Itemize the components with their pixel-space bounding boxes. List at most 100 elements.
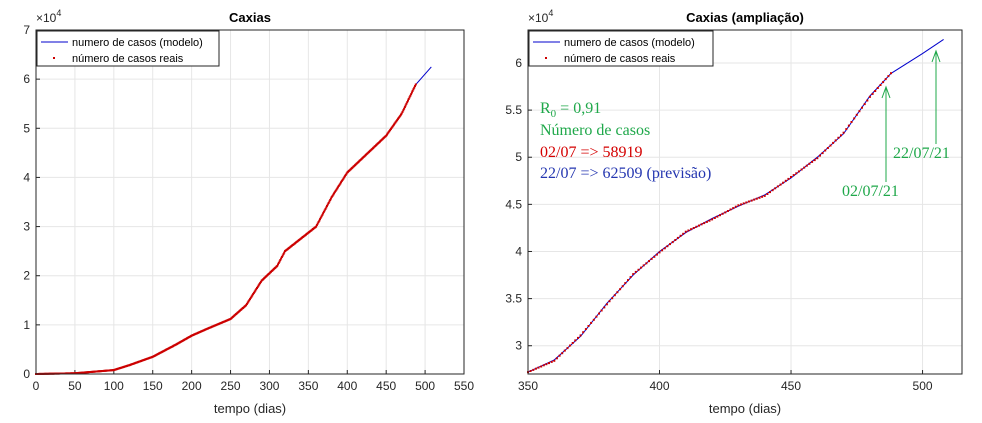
series-layer (35, 66, 432, 375)
y-tick-label: 4 (515, 244, 522, 258)
data-point (711, 218, 714, 221)
data-point (326, 203, 329, 206)
data-point (400, 112, 403, 115)
x-tick-label: 550 (454, 379, 474, 393)
data-point (276, 264, 279, 267)
data-point (245, 303, 248, 305)
data-point (259, 282, 262, 285)
data-point (776, 185, 779, 188)
plot-area (36, 30, 464, 374)
data-point (595, 315, 598, 318)
data-point (642, 264, 645, 267)
data-point (561, 352, 564, 355)
data-point (771, 189, 774, 192)
data-point (832, 141, 835, 144)
data-point (338, 183, 341, 186)
data-point (829, 144, 832, 147)
series-dots-reais (35, 83, 417, 375)
cases-label: Número de casos (540, 122, 650, 139)
series-dots-reais (527, 72, 892, 374)
legend-entry-modelo: numero de casos (modelo) (72, 37, 203, 49)
x-tick-label: 50 (68, 379, 82, 393)
data-point (692, 227, 695, 229)
data-point (318, 219, 321, 222)
data-point (842, 131, 845, 134)
data-point (874, 90, 877, 92)
data-point (392, 124, 395, 127)
data-point (582, 331, 585, 334)
data-point (277, 263, 279, 266)
x-tick-label: 350 (518, 379, 538, 393)
data-point (805, 164, 808, 167)
data-point (333, 191, 336, 194)
chart-title: Caxias (ampliação) (686, 10, 804, 25)
actual-cases-line: 02/07 => 58919 (540, 144, 643, 161)
data-point (251, 294, 254, 297)
x-tick-label: 150 (143, 379, 163, 393)
data-point (255, 288, 258, 291)
data-point (795, 172, 798, 175)
data-point (248, 299, 251, 302)
data-point (391, 125, 394, 128)
data-point (283, 251, 286, 254)
x-tick-label: 400 (337, 379, 357, 393)
data-point (393, 123, 395, 126)
data-point (317, 221, 320, 224)
data-point (634, 270, 637, 273)
y-tick-label: 4.5 (505, 197, 522, 211)
grid (527, 30, 962, 374)
data-point (797, 170, 800, 173)
data-point (871, 92, 874, 95)
y-tick-label: 6 (23, 72, 30, 86)
data-point (761, 195, 764, 198)
data-point (790, 176, 792, 178)
data-point (325, 206, 328, 209)
data-point (766, 193, 769, 195)
annotations: R0 = 0,91 Número de casos 02/07 => 58919… (540, 49, 950, 200)
y-tick-label: 2 (23, 269, 30, 283)
data-point (277, 261, 280, 264)
data-point (703, 222, 706, 225)
data-point (396, 119, 399, 122)
data-point (254, 289, 257, 292)
data-point (826, 147, 829, 149)
data-point (850, 121, 853, 123)
data-point (721, 212, 724, 215)
data-point (258, 283, 261, 286)
data-point (763, 194, 766, 197)
data-point (403, 106, 406, 109)
data-point (411, 89, 414, 92)
y-tick-label: 5 (23, 121, 30, 135)
arrow-0207-label: 02/07/21 (842, 183, 899, 200)
data-point (629, 276, 632, 279)
data-point (553, 359, 556, 362)
series-layer (527, 38, 944, 374)
data-point (624, 282, 627, 285)
r0-annotation: R0 = 0,91 (540, 100, 601, 120)
data-point (548, 362, 550, 365)
data-point (340, 180, 343, 183)
chart-title: Caxias (229, 10, 271, 25)
data-point (316, 222, 319, 225)
data-point (663, 247, 666, 250)
arrow-2207-label: 22/07/21 (893, 145, 950, 162)
axes-box (35, 29, 465, 375)
data-point (343, 176, 346, 179)
data-point (532, 368, 535, 371)
data-point (648, 260, 650, 263)
data-point (252, 293, 255, 296)
y-tick-labels: 0 1 2 3 4 5 6 7 (23, 23, 30, 381)
data-point (726, 210, 729, 212)
data-point (407, 98, 410, 100)
arrow-2207-head (931, 49, 941, 63)
data-point (750, 199, 753, 202)
data-point (396, 118, 399, 121)
data-point (627, 279, 629, 282)
data-point (395, 120, 398, 123)
data-point (884, 78, 887, 81)
data-point (389, 129, 392, 132)
data-point (742, 202, 745, 205)
data-point (792, 174, 795, 177)
legend-entry-reais: número de casos reais (564, 53, 676, 65)
x-tick-label: 450 (376, 379, 396, 393)
